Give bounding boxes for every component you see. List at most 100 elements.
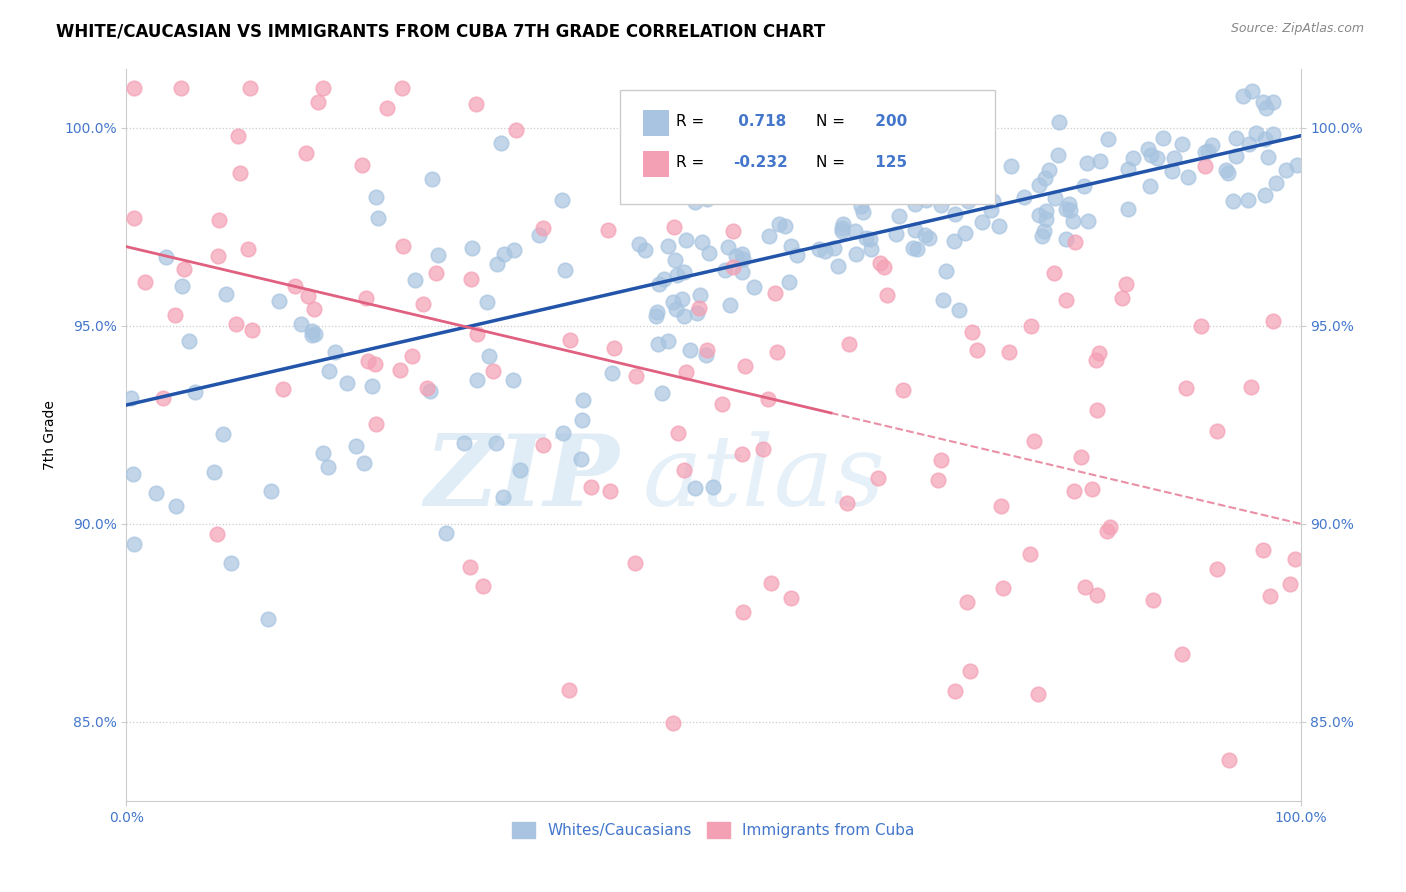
Point (375, 101, 398, 115)
Point (1043, 266, 1066, 280)
Point (942, 234, 965, 248)
Point (1064, 235, 1087, 250)
Point (304, 326, 326, 341)
Point (1054, 202, 1077, 217)
Point (710, 397, 733, 411)
Point (173, 262, 195, 277)
Point (831, 221, 853, 235)
Point (696, 192, 718, 206)
Text: Source: ZipAtlas.com: Source: ZipAtlas.com (1230, 22, 1364, 36)
Point (316, 459, 339, 474)
Point (734, 359, 756, 373)
Point (671, 292, 693, 306)
Point (356, 354, 378, 368)
Point (849, 199, 872, 213)
Point (672, 463, 695, 477)
Point (1043, 191, 1066, 205)
Point (1278, 577, 1301, 591)
Point (551, 426, 574, 441)
Point (1022, 434, 1045, 448)
Point (863, 145, 886, 159)
Point (301, 328, 323, 343)
Point (872, 260, 894, 274)
Point (1098, 520, 1121, 534)
Point (354, 291, 377, 305)
Point (1019, 547, 1042, 561)
Point (664, 253, 686, 268)
Point (988, 219, 1011, 233)
FancyBboxPatch shape (643, 151, 669, 177)
Point (367, 211, 389, 225)
Point (1206, 562, 1229, 576)
Point (814, 244, 837, 258)
Point (427, 248, 450, 262)
Point (696, 343, 718, 358)
Point (465, 326, 488, 341)
Point (1028, 208, 1050, 222)
Point (931, 293, 953, 308)
Point (257, 612, 280, 626)
Point (1081, 482, 1104, 496)
Point (666, 425, 689, 440)
Point (1077, 214, 1099, 228)
Text: R =: R = (676, 155, 709, 169)
Point (425, 266, 447, 280)
Point (215, 287, 238, 301)
Point (412, 297, 434, 311)
Point (297, 289, 319, 303)
Point (845, 247, 868, 261)
Point (267, 294, 290, 309)
Point (494, 246, 516, 260)
Point (1063, 483, 1085, 498)
Point (1244, 126, 1267, 140)
Point (240, 323, 263, 337)
Point (336, 376, 359, 391)
Point (763, 285, 786, 300)
Point (465, 373, 488, 387)
Point (912, 161, 935, 176)
Point (482, 364, 505, 378)
Point (290, 317, 312, 331)
Point (927, 473, 949, 487)
Point (134, 275, 156, 289)
Point (527, 227, 550, 242)
Point (212, 427, 235, 442)
Point (391, 239, 413, 253)
Point (485, 435, 508, 450)
Point (1073, 580, 1095, 594)
Point (1139, 148, 1161, 162)
Text: atlas: atlas (643, 431, 886, 526)
Point (1170, 647, 1192, 661)
Point (120, 391, 142, 405)
Point (652, 272, 675, 286)
Point (295, 146, 318, 161)
Point (769, 168, 792, 182)
Point (486, 257, 509, 271)
Point (624, 369, 647, 384)
Point (1197, 144, 1219, 158)
Point (312, 445, 335, 459)
Point (301, 324, 323, 338)
Point (756, 392, 779, 407)
Point (688, 301, 710, 315)
Point (558, 333, 581, 347)
Point (758, 228, 780, 243)
Point (903, 241, 925, 255)
Point (695, 348, 717, 362)
Point (460, 272, 482, 286)
Point (786, 248, 808, 262)
Point (1258, 589, 1281, 603)
Point (748, 169, 770, 184)
Point (284, 279, 307, 293)
Point (502, 373, 524, 387)
Point (966, 343, 988, 357)
Point (997, 345, 1019, 359)
Point (1225, 131, 1247, 145)
Point (993, 582, 1015, 596)
Point (364, 190, 387, 204)
Point (579, 480, 602, 494)
Point (974, 181, 997, 195)
Point (891, 384, 914, 398)
Point (807, 242, 830, 256)
Point (731, 447, 754, 461)
